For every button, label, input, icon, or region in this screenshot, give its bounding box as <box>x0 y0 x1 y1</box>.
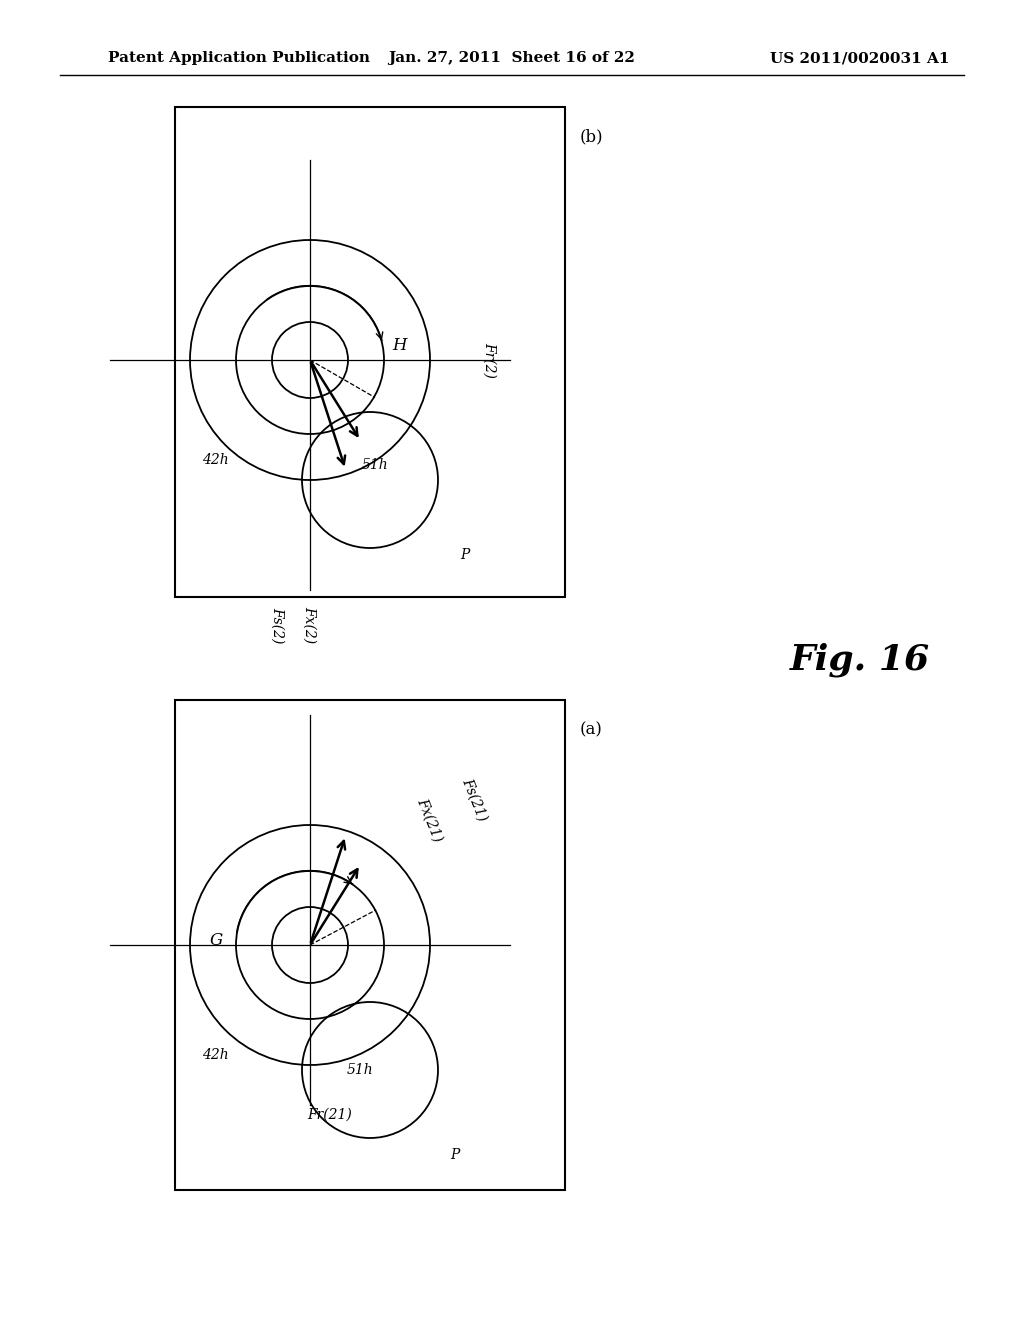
Text: Fx(21): Fx(21) <box>415 796 445 843</box>
Text: Jan. 27, 2011  Sheet 16 of 22: Jan. 27, 2011 Sheet 16 of 22 <box>388 51 636 65</box>
Text: 42h: 42h <box>202 1048 228 1063</box>
Text: Fr(2): Fr(2) <box>483 342 497 378</box>
Text: Fig. 16: Fig. 16 <box>790 643 930 677</box>
Text: 51h: 51h <box>347 1063 374 1077</box>
Text: Fs(2): Fs(2) <box>271 607 285 643</box>
Text: H: H <box>392 337 408 354</box>
Text: (a): (a) <box>580 722 603 738</box>
Text: 51h: 51h <box>361 458 388 473</box>
Text: Fs(21): Fs(21) <box>460 776 489 824</box>
Bar <box>175 700 565 1191</box>
Text: Fx(2): Fx(2) <box>303 606 317 644</box>
Text: Patent Application Publication: Patent Application Publication <box>108 51 370 65</box>
Text: G: G <box>210 932 223 949</box>
Bar <box>175 107 565 597</box>
Text: (b): (b) <box>580 128 603 145</box>
Text: P: P <box>451 1148 460 1162</box>
Text: Fr(21): Fr(21) <box>307 1107 352 1122</box>
Text: US 2011/0020031 A1: US 2011/0020031 A1 <box>770 51 950 65</box>
Text: P: P <box>461 548 470 562</box>
Text: 42h: 42h <box>202 453 228 467</box>
